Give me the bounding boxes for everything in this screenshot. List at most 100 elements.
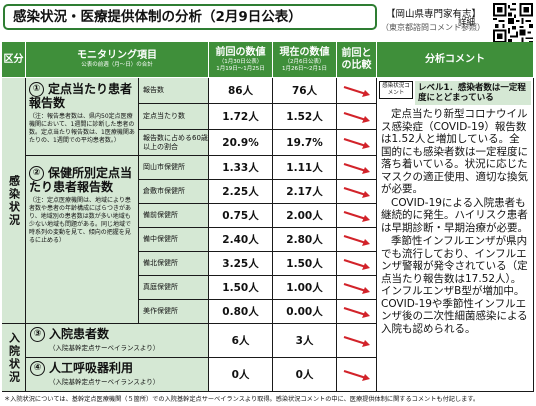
compare-header-label: 前回との比較	[341, 47, 372, 71]
column-header-previous: 前回の数値 （1月30日公表） 1月19日～1月25日	[209, 42, 273, 78]
organization-label: 【岡山県専門家有志】	[386, 9, 482, 20]
column-header-compare: 前回との比較	[337, 42, 377, 78]
previous-value: 2.40人	[209, 228, 273, 252]
item-2-number: ②	[29, 166, 44, 181]
item-2-title-text: 保健所別定点当たり患者報告数	[29, 166, 133, 194]
trend-arrow-icon	[337, 104, 377, 130]
monitoring-table: 区分 モニタリング項目 公表の前週（月～日）の合計 前回の数値 （1月30日公表…	[2, 42, 534, 392]
current-header-label: 現在の数値	[279, 46, 330, 58]
detail-label: 詳細	[458, 18, 476, 28]
row-label: 真庭保健所	[139, 276, 209, 300]
item-1-title: ① 定点当たり患者報告数	[29, 82, 135, 110]
item-3-cell: ③ 入院患者数 （入院基幹定点サーベイランスより）	[26, 324, 209, 358]
row-label: 報告数に占める60歳以上の割合	[139, 130, 209, 156]
trend-arrow-icon	[337, 324, 377, 358]
item-1-note: （注：報告患者数は、県内50定点医療機関において、1週間に診断した患者の数。定点…	[29, 113, 135, 144]
current-header-date: （2月6日公表）	[284, 58, 325, 65]
column-header-comment: 分析コメント	[377, 42, 534, 78]
current-value: 0.00人	[273, 300, 337, 324]
page-header: 感染状況・医療提供体制の分析（2月9日公表） 【岡山県専門家有志】 （東京都諮問…	[0, 0, 536, 43]
column-header-monitoring: モニタリング項目 公表の前週（月～日）の合計	[26, 42, 209, 78]
item-3-subtitle: （入院基幹定点サーベイランスより）	[49, 344, 160, 352]
column-header-current: 現在の数値 （2月6日公表） 1月26日～2月1日	[273, 42, 337, 78]
row-label: 美作保健所	[139, 300, 209, 324]
trend-arrow-icon	[337, 156, 377, 180]
section-hospital: 入院状況	[2, 324, 26, 392]
monitoring-header-label: モニタリング項目	[77, 50, 157, 61]
previous-value: 86人	[209, 78, 273, 104]
trend-arrow-icon	[337, 228, 377, 252]
previous-value: 20.9%	[209, 130, 273, 156]
previous-value: 3.25人	[209, 252, 273, 276]
column-header-category: 区分	[2, 42, 26, 78]
page-title: 感染状況・医療提供体制の分析（2月9日公表）	[3, 4, 377, 30]
current-value: 1.11人	[273, 156, 337, 180]
previous-value: 0.80人	[209, 300, 273, 324]
row-label: 備前保健所	[139, 204, 209, 228]
item-4-title: ④ 人工呼吸器利用	[30, 361, 204, 376]
row-label: 報告数	[139, 78, 209, 104]
current-value: 19.7%	[273, 130, 337, 156]
item-4-cell: ④ 人工呼吸器利用 （入院基幹定点サーベイランスより）	[26, 358, 209, 392]
trend-arrow-icon	[337, 180, 377, 204]
trend-arrow-icon	[337, 252, 377, 276]
previous-header-label: 前回の数値	[215, 46, 266, 58]
footer-note: ＊入院状況については、基幹定点医療機関（５箇所）での入院基幹定点サーベイランスよ…	[4, 396, 480, 403]
row-label: 備北保健所	[139, 252, 209, 276]
previous-value: 0人	[209, 358, 273, 392]
item-2-cell: ② 保健所別定点当たり患者報告数 （注：定点医療機関は、地域により患者数や患者の年…	[26, 156, 139, 324]
comment-paragraph-2: COVID-19による入院患者も継続的に発生。ハイリスク患者は早期診断・早期治療…	[381, 196, 528, 234]
row-label: 倉敷市保健所	[139, 180, 209, 204]
analysis-comment-text: 定点当たり新型コロナウイルス感染症（COVID-19）報告数は1.52人と増加し…	[377, 105, 533, 339]
current-value: 1.52人	[273, 104, 337, 130]
monitoring-header-note: 公表の前週（月～日）の合計	[81, 62, 153, 68]
analysis-level-row: 感染状況コメント レベル1．感染者数は一定程度にとどまっている	[377, 78, 533, 105]
item-1-title-text: 定点当たり患者報告数	[29, 82, 133, 110]
item-4-number: ④	[30, 361, 45, 376]
previous-value: 1.72人	[209, 104, 273, 130]
current-value: 0人	[273, 358, 337, 392]
previous-header-date: （1月30日公表）	[218, 58, 263, 65]
current-header-period: 1月26日～2月1日	[282, 65, 327, 72]
item-3-number: ③	[30, 327, 45, 342]
current-value: 3人	[273, 324, 337, 358]
item-2-note: （注：定点医療機関は、地域により患者数や患者の年齢構成にばらつきがあり、地域別の…	[29, 197, 132, 244]
previous-value: 1.33人	[209, 156, 273, 180]
current-value: 1.00人	[273, 276, 337, 300]
current-value: 76人	[273, 78, 337, 104]
current-value: 2.80人	[273, 228, 337, 252]
previous-value: 0.75人	[209, 204, 273, 228]
item-1-cell: ① 定点当たり患者報告数 （注：報告患者数は、県内50定点医療機関において、1週間…	[26, 78, 139, 156]
item-4-title-text: 人工呼吸器利用	[49, 361, 134, 375]
item-3-title-text: 入院患者数	[49, 327, 110, 341]
item-3-title: ③ 入院患者数	[30, 327, 204, 342]
current-value: 1.50人	[273, 252, 337, 276]
item-2-title: ② 保健所別定点当たり患者報告数	[29, 166, 135, 194]
level-text: レベル1．感染者数は一定程度にとどまっている	[415, 81, 531, 105]
row-label: 備中保健所	[139, 228, 209, 252]
comment-badge: 感染状況コメント	[379, 81, 413, 99]
trend-arrow-icon	[337, 358, 377, 392]
trend-arrow-icon	[337, 300, 377, 324]
previous-value: 6人	[209, 324, 273, 358]
qr-code-icon[interactable]	[493, 3, 533, 43]
comment-header-label: 分析コメント	[425, 53, 485, 65]
row-label: 岡山市保健所	[139, 156, 209, 180]
comment-paragraph-3: 季節性インフルエンザが県内でも流行しており、インフルエンザ警報が発令されている（…	[381, 235, 528, 335]
analysis-comment-cell: 感染状況コメント レベル1．感染者数は一定程度にとどまっている 定点当たり新型コ…	[377, 78, 534, 392]
current-value: 2.17人	[273, 180, 337, 204]
previous-header-period: 1月19日～1月25日	[216, 65, 265, 72]
trend-arrow-icon	[337, 78, 377, 104]
previous-value: 2.25人	[209, 180, 273, 204]
item-4-subtitle: （入院基幹定点サーベイランスより）	[49, 378, 160, 386]
section-infection: 感染状況	[2, 78, 26, 324]
item-1-number: ①	[29, 82, 44, 97]
trend-arrow-icon	[337, 204, 377, 228]
trend-arrow-icon	[337, 130, 377, 156]
trend-arrow-icon	[337, 276, 377, 300]
previous-value: 1.50人	[209, 276, 273, 300]
current-value: 2.00人	[273, 204, 337, 228]
row-label: 定点当たり数	[139, 104, 209, 130]
comment-paragraph-1: 定点当たり新型コロナウイルス感染症（COVID-19）報告数は1.52人と増加し…	[381, 108, 528, 195]
category-header-label: 区分	[3, 53, 24, 65]
